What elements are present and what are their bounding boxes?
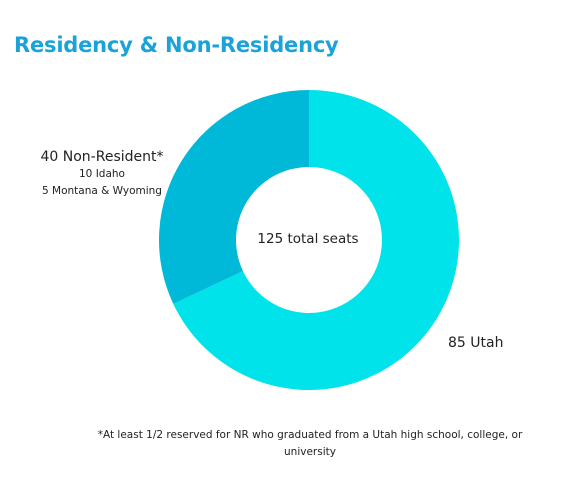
utah-label: 85 Utah	[448, 335, 504, 351]
total-seats-label: 125 total seats	[257, 231, 359, 247]
idaho-detail-label: 10 Idaho	[79, 168, 125, 180]
non-resident-label-block: 40 Non-Resident* 10 Idaho 5 Montana & Wy…	[22, 148, 182, 200]
donut-slice-non-resident	[158, 89, 309, 304]
footnote: *At least 1/2 reserved for NR who gradua…	[97, 429, 523, 458]
non-resident-label: 40 Non-Resident*	[40, 149, 164, 165]
chart-title: Residency & Non-Residency	[14, 33, 339, 57]
donut-slice-utah	[173, 90, 459, 390]
montana-wyoming-detail-label: 5 Montana & Wyoming	[42, 185, 162, 197]
